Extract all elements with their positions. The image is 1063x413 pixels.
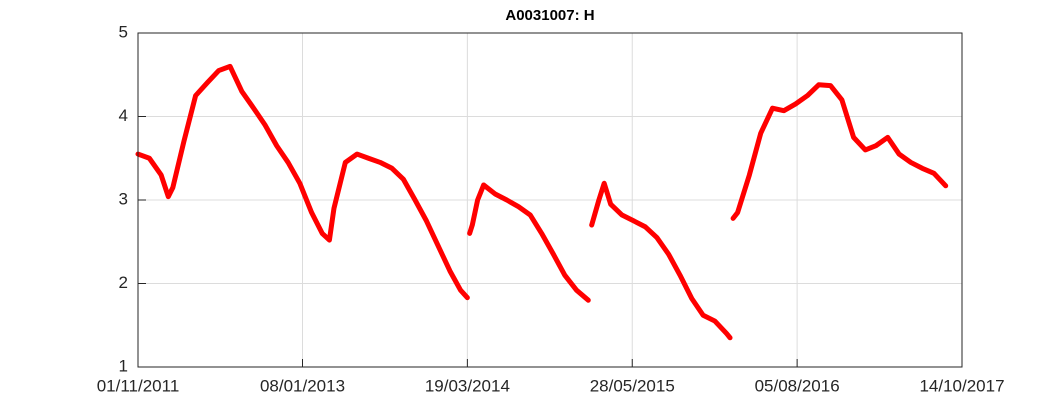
plot: [135, 63, 949, 341]
x-tick-label: 19/03/2014: [425, 376, 510, 395]
x-tick-label: 01/11/2011: [97, 376, 180, 395]
axes-box: [137, 32, 963, 368]
chart-title: A0031007: H: [505, 7, 594, 24]
line-segment: [467, 182, 591, 303]
x-tick-label: 08/01/2013: [260, 376, 345, 395]
y-tick-label: 2: [119, 273, 128, 292]
y-tick-label: 1: [119, 356, 128, 375]
y-tick-label: 3: [119, 189, 128, 208]
line-segment: [589, 180, 733, 341]
line-segment: [135, 63, 470, 301]
line-segment: [730, 82, 949, 221]
labels: 1 2 3 4 5 01/11/2011 08/01/2013 19/03/2014 28/05…: [97, 22, 1005, 395]
x-tick-label: 14/10/2017: [919, 376, 1004, 395]
x-tick-label: 28/05/2015: [590, 376, 675, 395]
x-tick-label: 05/08/2016: [755, 376, 840, 395]
y-tick-label: 5: [119, 22, 128, 41]
y-tick-label: 4: [119, 106, 128, 125]
